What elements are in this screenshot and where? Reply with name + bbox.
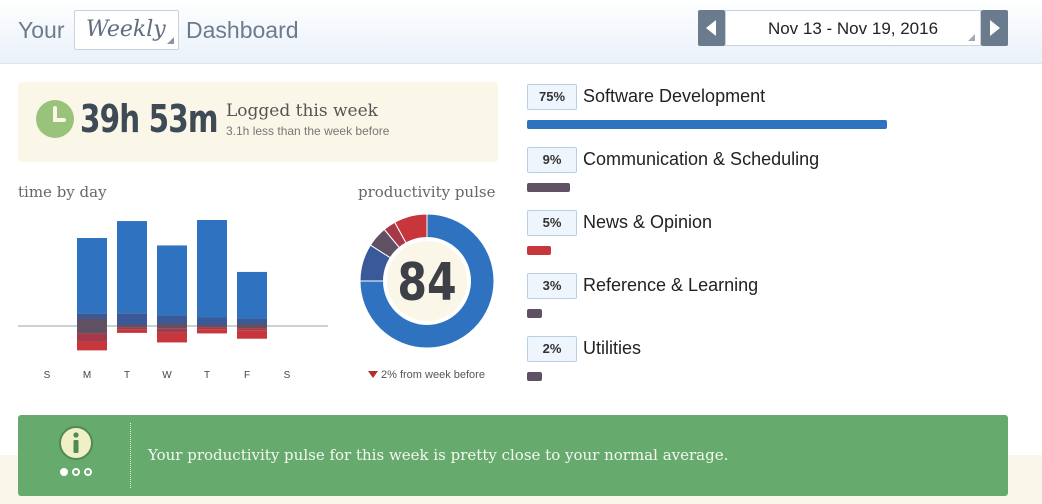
dropdown-corner-icon [968,34,975,41]
clock-icon [36,100,74,138]
info-banner: Your productivity pulse for this week is… [18,415,1008,496]
day-bar-segment[interactable] [157,323,187,329]
category-percent-badge: 3% [527,273,577,299]
category-name-link[interactable]: Communication & Scheduling [583,149,820,169]
productivity-pulse-chart: 84 [359,213,495,349]
next-week-button[interactable] [981,10,1008,46]
pager-dot[interactable] [60,468,68,476]
time-by-day-title: time by day [18,183,107,201]
day-bar-segment[interactable] [77,238,107,314]
pulse-change-text: 2% from week before [381,369,485,381]
date-navigator: Nov 13 - Nov 19, 2016 [698,10,1008,46]
category-name-link[interactable]: Reference & Learning [583,275,759,295]
day-bar-segment[interactable] [197,317,227,326]
category-row[interactable]: 2% Utilities [527,336,1007,396]
banner-message: Your productivity pulse for this week is… [148,446,729,464]
day-bar-segment[interactable] [157,332,187,343]
category-share-bar [527,120,887,129]
banner-pager [60,468,92,478]
day-bar-segment[interactable] [117,221,147,314]
day-bar-segment[interactable] [237,323,267,329]
dropdown-corner-icon [167,37,174,44]
day-bar-segment[interactable] [197,324,227,328]
day-bar-segment[interactable] [157,245,187,316]
category-share-bar [527,309,542,318]
category-row[interactable]: 9% Communication & Scheduling [527,147,1007,207]
category-share-bar [527,372,542,381]
logged-time-label: Logged this week [226,101,378,121]
pager-dot[interactable] [72,468,80,476]
day-label: M [83,370,91,381]
category-name-link[interactable]: News & Opinion [583,212,713,232]
info-icon [59,426,93,460]
logged-time-comparison: 3.1h less than the week before [226,124,390,138]
logged-time-value: 39h 53m [80,97,218,141]
day-label: W [162,370,172,381]
category-percent-badge: 9% [527,147,577,173]
day-bar-segment[interactable] [237,318,267,326]
category-share-bar [527,246,551,255]
day-bar-segment[interactable] [117,329,147,333]
period-select[interactable]: Weekly [74,10,179,50]
day-bar-segment[interactable] [237,330,267,339]
day-bar-segment[interactable] [157,315,187,326]
category-percent-badge: 2% [527,336,577,362]
pulse-change-note: 2% from week before [368,369,485,381]
day-bar-segment[interactable] [117,327,147,330]
arrow-down-icon [368,371,378,378]
day-bar-segment[interactable] [117,324,147,328]
pulse-score: 84 [397,253,456,313]
day-bar-segment[interactable] [197,327,227,330]
day-bar-segment[interactable] [117,313,147,326]
day-bar-segment[interactable] [77,318,107,334]
title-your: Your [18,17,65,43]
category-row[interactable]: 75% Software Development [527,84,1007,144]
category-row[interactable]: 5% News & Opinion [527,210,1007,270]
category-name-link[interactable]: Utilities [583,338,642,358]
day-bar-segment[interactable] [237,328,267,331]
day-bar-segment[interactable] [77,333,107,342]
title-dashboard: Dashboard [186,17,299,43]
day-bar-segment[interactable] [157,328,187,333]
pager-dot[interactable] [84,468,92,476]
category-name-link[interactable]: Software Development [583,86,766,106]
day-label: T [204,370,210,381]
logged-time-panel: 39h 53m Logged this week 3.1h less than … [18,82,498,162]
pulse-segment [359,213,495,349]
category-percent-badge: 75% [527,84,577,110]
day-label: F [244,370,250,381]
day-bar-segment[interactable] [197,220,227,318]
date-range-value: Nov 13 - Nov 19, 2016 [767,19,939,38]
period-select-value: Weekly [86,17,166,42]
prev-week-button[interactable] [698,10,725,46]
date-range-select[interactable]: Nov 13 - Nov 19, 2016 [725,10,981,46]
productivity-pulse-title: productivity pulse [358,183,496,201]
day-label: T [124,370,130,381]
day-label: S [44,370,51,381]
header-bar: Your Weekly Dashboard Nov 13 - Nov 19, 2… [0,0,1042,64]
pulse-center [383,237,471,325]
day-bar-segment[interactable] [77,341,107,351]
chevron-right-icon [990,20,1000,36]
category-share-bar [527,183,570,192]
day-label: S [284,370,291,381]
day-bar-segment[interactable] [197,329,227,334]
day-bar-segment[interactable] [237,271,267,319]
category-row[interactable]: 3% Reference & Learning [527,273,1007,333]
chevron-left-icon [706,20,716,36]
category-percent-badge: 5% [527,210,577,236]
banner-divider [130,423,131,488]
